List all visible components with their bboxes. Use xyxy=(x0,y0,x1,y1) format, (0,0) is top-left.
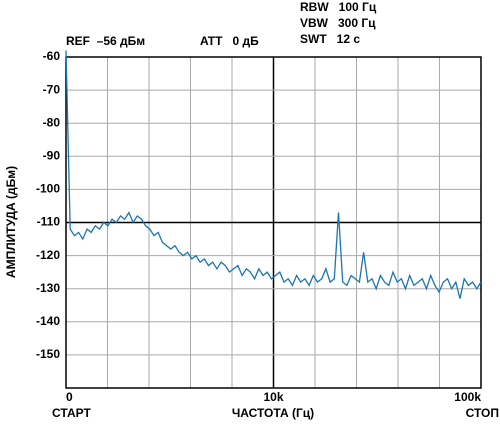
plot-frame xyxy=(65,56,482,389)
y-tick-label: -150 xyxy=(36,347,60,361)
y-tick-label: -100 xyxy=(36,182,60,196)
header-vbw: VBW 300 Гц xyxy=(300,16,376,30)
x-tick-label: 0 xyxy=(66,390,73,404)
y-tick-label: -90 xyxy=(43,148,61,162)
y-tick-label: -120 xyxy=(36,248,60,262)
header-ref: REF –56 дБм xyxy=(66,34,145,48)
header-swt: SWT 12 с xyxy=(300,32,360,46)
header-rbw: RBW 100 Гц xyxy=(300,0,377,14)
trace xyxy=(65,50,482,299)
y-tick-label: -80 xyxy=(43,115,61,129)
x-start-label: СТАРТ xyxy=(52,406,91,420)
x-stop-label: СТОП xyxy=(466,406,499,420)
y-tick-label: -60 xyxy=(43,49,61,63)
y-axis-label: АМПЛИТУДА (дБм) xyxy=(4,166,18,278)
x-tick-label: 100k xyxy=(454,390,481,404)
y-tick-label: -130 xyxy=(36,281,60,295)
x-axis-label: ЧАСТОТА (Гц) xyxy=(232,406,314,420)
header-att: ATT 0 дБ xyxy=(200,34,259,48)
y-tick-label: -110 xyxy=(37,215,61,229)
y-tick-label: -70 xyxy=(43,82,61,96)
x-tick-label: 10k xyxy=(263,390,283,404)
y-tick-label: -140 xyxy=(36,314,60,328)
